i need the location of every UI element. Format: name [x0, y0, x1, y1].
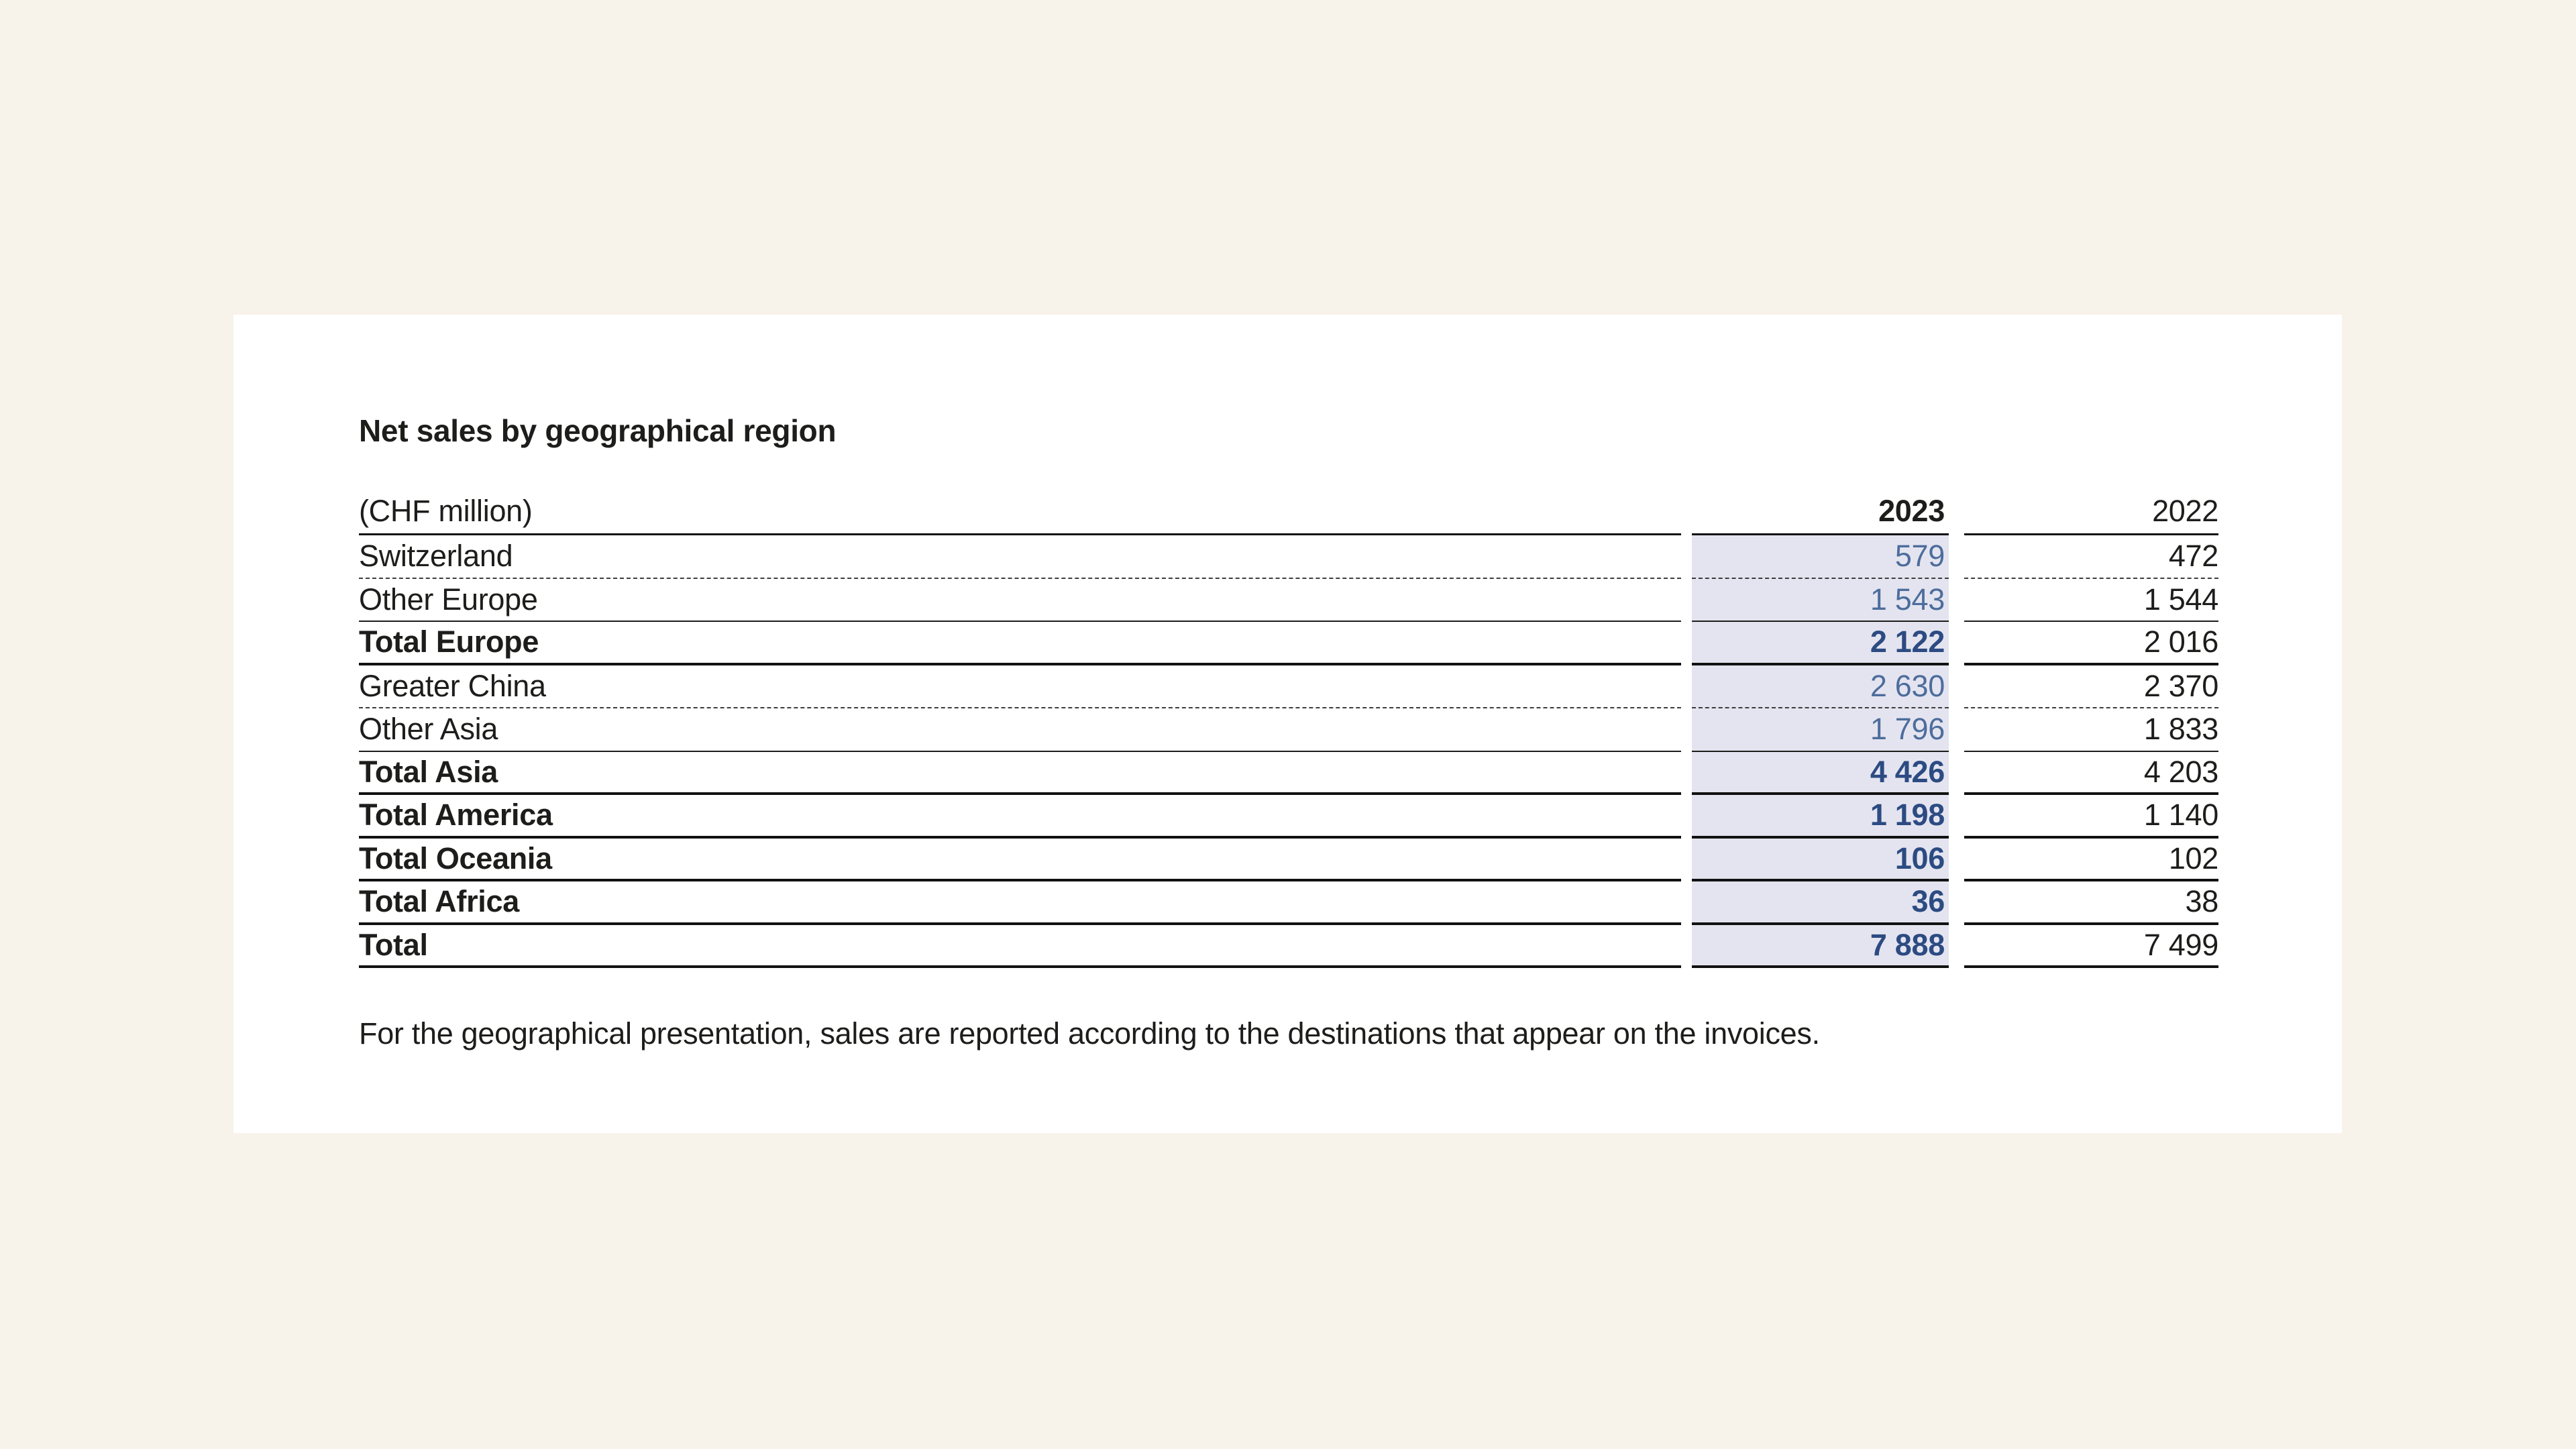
table-row: Total Asia 4 426 4 203 — [359, 751, 2218, 796]
table-row: Switzerland 579 472 — [359, 535, 2218, 579]
row-label: Switzerland — [359, 535, 1681, 579]
row-label: Total — [359, 925, 1681, 968]
column-gap — [1949, 752, 1964, 796]
table-row: Total America 1 198 1 140 — [359, 795, 2218, 839]
table-row: Total 7 888 7 499 — [359, 924, 2218, 969]
table-row: Other Asia 1 796 1 833 — [359, 708, 2218, 752]
value-2022: 2 370 — [1964, 665, 2218, 708]
row-label: Greater China — [359, 665, 1681, 708]
table-row: Greater China 2 630 2 370 — [359, 665, 2218, 709]
value-2022: 1 140 — [1964, 795, 2218, 839]
net-sales-table: (CHF million) 2023 2022 Switzerland 579 … — [359, 486, 2218, 968]
value-2022: 38 — [1964, 881, 2218, 925]
value-2023: 579 — [1692, 535, 1949, 579]
column-gap — [1949, 839, 1964, 882]
column-gap — [1681, 881, 1692, 925]
column-gap — [1949, 622, 1964, 665]
row-label: Other Asia — [359, 708, 1681, 752]
row-label: Total Oceania — [359, 839, 1681, 881]
column-gap — [1949, 579, 1964, 623]
value-2023: 1 796 — [1692, 708, 1949, 752]
column-gap — [1681, 708, 1692, 752]
row-label: Total Africa — [359, 881, 1681, 925]
column-gap — [1681, 795, 1692, 839]
value-2023: 2 630 — [1692, 665, 1949, 708]
value-2022: 2 016 — [1964, 622, 2218, 665]
table-row: Total Europe 2 122 2 016 — [359, 622, 2218, 665]
column-gap — [1949, 486, 1964, 535]
row-label: Total Asia — [359, 752, 1681, 795]
page-title: Net sales by geographical region — [359, 413, 837, 448]
value-2022: 7 499 — [1964, 925, 2218, 968]
table-row: Total Oceania 106 102 — [359, 838, 2218, 882]
column-gap — [1681, 486, 1692, 535]
row-label: Total America — [359, 795, 1681, 839]
column-header-2023: 2023 — [1692, 486, 1949, 535]
row-label: Total Europe — [359, 622, 1681, 665]
column-gap — [1949, 795, 1964, 839]
column-gap — [1681, 535, 1692, 579]
column-gap — [1681, 579, 1692, 623]
value-2023: 1 198 — [1692, 795, 1949, 839]
row-label: Other Europe — [359, 579, 1681, 622]
value-2022: 472 — [1964, 535, 2218, 579]
table-row: Other Europe 1 543 1 544 — [359, 578, 2218, 623]
value-2022: 4 203 — [1964, 752, 2218, 795]
column-gap — [1949, 881, 1964, 925]
report-card: Net sales by geographical region (CHF mi… — [233, 315, 2342, 1133]
value-2023: 4 426 — [1692, 751, 1949, 795]
column-gap — [1949, 708, 1964, 752]
column-gap — [1949, 925, 1964, 969]
value-2022: 102 — [1964, 839, 2218, 881]
table-row: Total Africa 36 38 — [359, 881, 2218, 925]
value-2022: 1 544 — [1964, 579, 2218, 622]
table-header-row: (CHF million) 2023 2022 — [359, 486, 2218, 535]
footnote-text: For the geographical presentation, sales… — [359, 1016, 1820, 1051]
column-gap — [1949, 535, 1964, 579]
column-gap — [1681, 839, 1692, 882]
column-gap — [1681, 665, 1692, 709]
column-gap — [1681, 925, 1692, 969]
column-gap — [1681, 622, 1692, 665]
column-gap — [1949, 665, 1964, 709]
value-2023: 106 — [1692, 838, 1949, 881]
value-2023: 7 888 — [1692, 924, 1949, 968]
value-2023: 1 543 — [1692, 578, 1949, 622]
unit-label: (CHF million) — [359, 486, 1681, 535]
column-header-2022: 2022 — [1964, 486, 2218, 535]
value-2023: 2 122 — [1692, 622, 1949, 665]
column-gap — [1681, 752, 1692, 796]
value-2022: 1 833 — [1964, 708, 2218, 752]
value-2023: 36 — [1692, 881, 1949, 925]
